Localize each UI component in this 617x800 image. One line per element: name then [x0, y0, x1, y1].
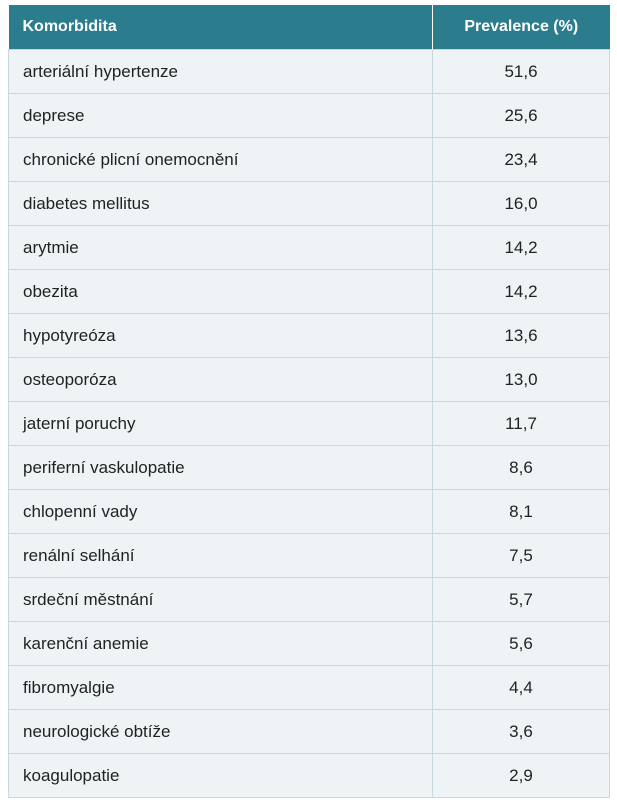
- prevalence-cell: 7,5: [432, 533, 610, 578]
- table-row: koagulopatie 2,9: [8, 753, 610, 798]
- comorbidity-table: Komorbidita Prevalence (%) arteriální hy…: [8, 5, 610, 798]
- comorbidity-cell: obezita: [8, 269, 433, 314]
- prevalence-cell: 16,0: [432, 181, 610, 226]
- header-row: Komorbidita Prevalence (%): [8, 5, 610, 50]
- prevalence-cell: 3,6: [432, 709, 610, 754]
- comorbidity-cell: renální selhání: [8, 533, 433, 578]
- comorbidity-cell: koagulopatie: [8, 753, 433, 798]
- table-row: renální selhání 7,5: [8, 533, 610, 578]
- table-row: deprese 25,6: [8, 93, 610, 138]
- prevalence-cell: 14,2: [432, 269, 610, 314]
- comorbidity-cell: arytmie: [8, 225, 433, 270]
- table-row: diabetes mellitus 16,0: [8, 181, 610, 226]
- prevalence-cell: 5,7: [432, 577, 610, 622]
- table-row: chlopenní vady 8,1: [8, 489, 610, 534]
- comorbidity-cell: chronické plicní onemocnění: [8, 137, 433, 182]
- table-row: fibromyalgie 4,4: [8, 665, 610, 710]
- table-row: karenční anemie 5,6: [8, 621, 610, 666]
- comorbidity-cell: deprese: [8, 93, 433, 138]
- comorbidity-cell: fibromyalgie: [8, 665, 433, 710]
- prevalence-cell: 8,6: [432, 445, 610, 490]
- comorbidity-cell: osteoporóza: [8, 357, 433, 402]
- comorbidity-cell: chlopenní vady: [8, 489, 433, 534]
- prevalence-cell: 4,4: [432, 665, 610, 710]
- table-row: hypotyreóza 13,6: [8, 313, 610, 358]
- table-row: jaterní poruchy 11,7: [8, 401, 610, 446]
- comorbidity-cell: arteriální hypertenze: [8, 49, 433, 94]
- prevalence-cell: 13,0: [432, 357, 610, 402]
- comorbidity-cell: karenční anemie: [8, 621, 433, 666]
- header-cell: Prevalence (%): [432, 5, 610, 50]
- prevalence-cell: 51,6: [432, 49, 610, 94]
- prevalence-cell: 2,9: [432, 753, 610, 798]
- comorbidity-cell: diabetes mellitus: [8, 181, 433, 226]
- comorbidity-cell: neurologické obtíže: [8, 709, 433, 754]
- table-row: periferní vaskulopatie 8,6: [8, 445, 610, 490]
- prevalence-cell: 23,4: [432, 137, 610, 182]
- prevalence-cell: 14,2: [432, 225, 610, 270]
- table-row: neurologické obtíže 3,6: [8, 709, 610, 754]
- prevalence-cell: 25,6: [432, 93, 610, 138]
- table-row: srdeční městnání 5,7: [8, 577, 610, 622]
- table-row: obezita 14,2: [8, 269, 610, 314]
- comorbidity-cell: hypotyreóza: [8, 313, 433, 358]
- prevalence-cell: 8,1: [432, 489, 610, 534]
- comorbidity-cell: jaterní poruchy: [8, 401, 433, 446]
- comorbidity-cell: srdeční městnání: [8, 577, 433, 622]
- prevalence-cell: 5,6: [432, 621, 610, 666]
- table-body: arteriální hypertenze 51,6 deprese 25,6 chro…: [8, 49, 610, 798]
- table-row: arytmie 14,2: [8, 225, 610, 270]
- table-header: Komorbidita Prevalence (%): [8, 5, 610, 50]
- prevalence-cell: 13,6: [432, 313, 610, 358]
- table-row: chronické plicní onemocnění 23,4: [8, 137, 610, 182]
- prevalence-cell: 11,7: [432, 401, 610, 446]
- table-row: arteriální hypertenze 51,6: [8, 49, 610, 94]
- table-row: osteoporóza 13,0: [8, 357, 610, 402]
- comorbidity-cell: periferní vaskulopatie: [8, 445, 433, 490]
- header-cell: Komorbidita: [8, 5, 433, 50]
